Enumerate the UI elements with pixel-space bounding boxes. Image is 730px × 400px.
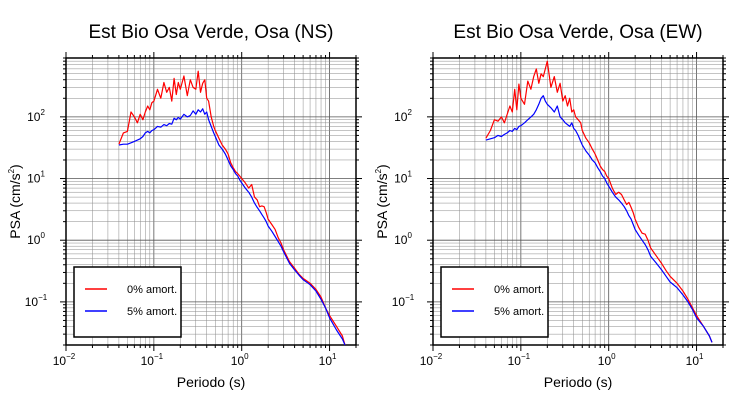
legend-label: 0% amort. xyxy=(494,284,544,296)
x-tick-label: 100 xyxy=(231,352,249,368)
x-tick-label: 101 xyxy=(319,352,337,368)
x-axis-label: Periodo (s) xyxy=(544,374,612,390)
x-tick-label: 10−1 xyxy=(508,352,531,368)
x-tick-label: 10−1 xyxy=(141,352,164,368)
x-tick-label: 100 xyxy=(598,352,616,368)
legend-label: 5% amort. xyxy=(494,306,544,318)
chart-panel-2: Est Bio Osa Verde, Osa (EW) 10−2 10−1 100 10… xyxy=(374,22,729,390)
legend-box xyxy=(73,266,182,338)
y-axis-label: PSA (cm/s2) xyxy=(7,164,23,238)
y-tick-label: 101 xyxy=(394,170,412,186)
legend: 0% amort. 5% amort. xyxy=(73,266,182,338)
y-tick-label: 10−1 xyxy=(25,293,48,309)
axis-ticks xyxy=(427,52,729,351)
chart-panel-1: Est Bio Osa Verde, Osa (NS) 10−2 10−1 100 10… xyxy=(7,22,362,390)
plot-frame xyxy=(65,57,357,346)
chart-title: Est Bio Osa Verde, Osa (NS) xyxy=(89,22,334,43)
legend: 0% amort. 5% amort. xyxy=(440,266,549,338)
series-line-damping-0 xyxy=(485,60,713,343)
series-line-damping-5 xyxy=(485,95,713,343)
legend-label: 0% amort. xyxy=(127,284,177,296)
y-tick-label: 10−1 xyxy=(392,293,415,309)
y-tick-label: 100 xyxy=(27,231,45,247)
y-tick-label: 101 xyxy=(27,170,45,186)
plot-frame xyxy=(432,57,724,346)
y-axis-label: PSA (cm/s2) xyxy=(374,164,390,238)
x-tick-label: 101 xyxy=(686,352,704,368)
legend-box xyxy=(440,266,549,338)
chart-title: Est Bio Osa Verde, Osa (EW) xyxy=(453,22,702,43)
x-tick-label: 10−2 xyxy=(53,352,76,368)
x-tick-label: 10−2 xyxy=(420,352,443,368)
series-line-damping-0 xyxy=(118,70,346,346)
legend-label: 5% amort. xyxy=(127,306,177,318)
y-tick-label: 102 xyxy=(27,108,45,124)
axis-ticks xyxy=(60,52,362,351)
series-line-damping-5 xyxy=(118,108,346,346)
y-tick-label: 100 xyxy=(394,231,412,247)
x-axis-label: Periodo (s) xyxy=(177,374,245,390)
y-tick-label: 102 xyxy=(394,108,412,124)
